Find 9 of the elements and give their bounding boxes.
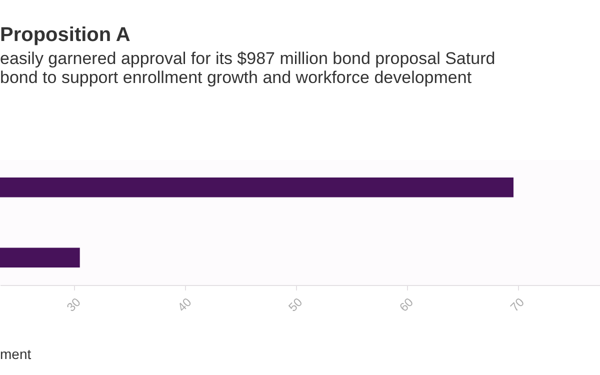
chart-title: Proposition A (0, 24, 130, 46)
x-tick-label: 60 (396, 294, 416, 314)
x-tick-label: 70 (508, 294, 528, 314)
text: bond to support enrollment growth and workforce development (0, 68, 472, 87)
text: easily garnered approval for its $987 million bond proposal Saturd (0, 49, 496, 68)
x-tick-label: 50 (286, 294, 306, 314)
text: ment (0, 346, 32, 362)
x-tick-label: 40 (174, 294, 194, 314)
x-tick-label: 30 (64, 294, 84, 314)
